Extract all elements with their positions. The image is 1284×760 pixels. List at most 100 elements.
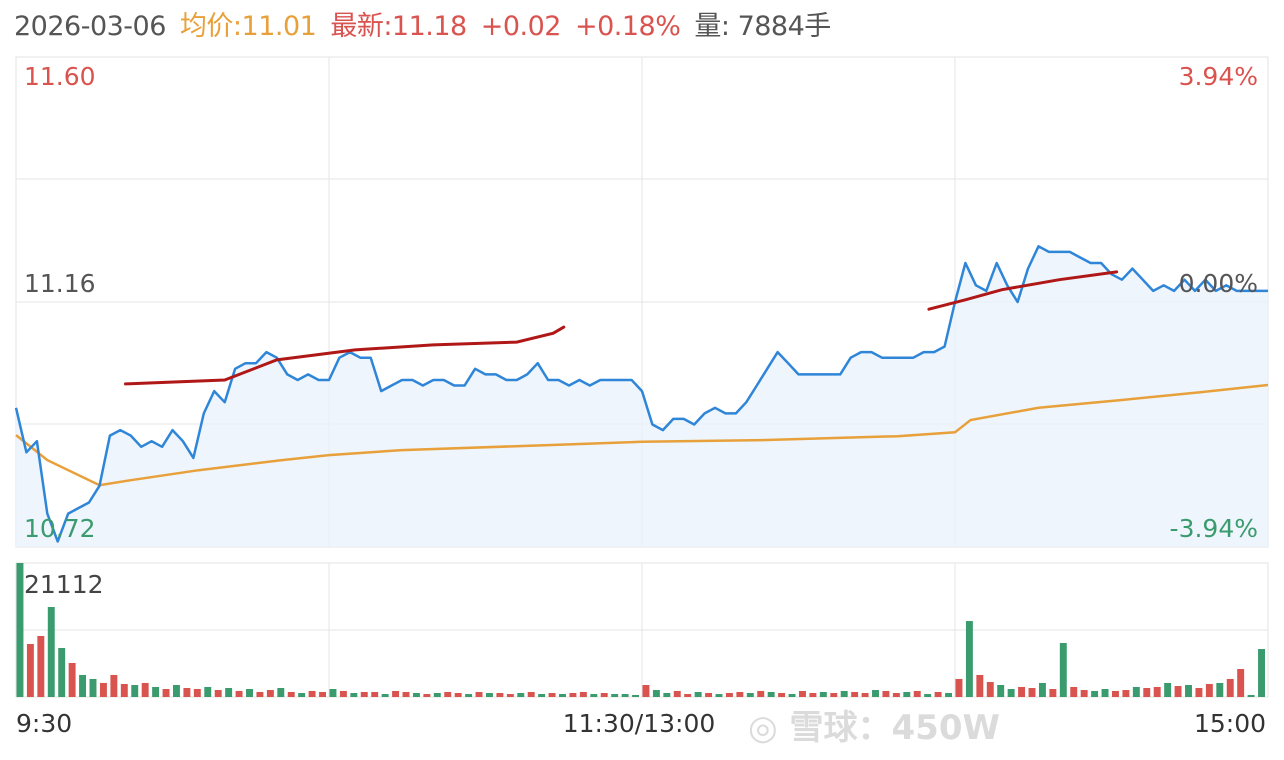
volume-bar xyxy=(965,621,973,697)
volume-bar xyxy=(256,691,264,697)
volume-bar xyxy=(110,674,118,697)
volume-bar xyxy=(329,689,337,697)
volume-bar xyxy=(246,689,253,697)
volume-bar xyxy=(214,690,222,697)
volume-bar xyxy=(1028,687,1036,697)
volume-bar xyxy=(339,690,347,697)
volume-bar xyxy=(579,691,587,697)
volume-bar xyxy=(559,694,566,697)
price-area-fill xyxy=(16,246,1268,548)
volume-bar xyxy=(548,693,556,697)
volume-bar xyxy=(392,690,400,697)
volume-bar xyxy=(851,691,859,697)
volume-bar xyxy=(757,690,765,697)
volume-bar xyxy=(538,694,546,697)
volume-bar xyxy=(1153,686,1161,697)
volume-bar xyxy=(590,694,598,697)
volume-bar xyxy=(997,685,1005,697)
volume-bar xyxy=(715,694,723,697)
volume-bar xyxy=(955,678,963,697)
volume-bar xyxy=(433,693,441,697)
change-pct-label: +0.18% xyxy=(574,11,681,42)
volume-bar xyxy=(1195,687,1203,697)
volume-bar xyxy=(872,690,879,697)
time-label-open: 9:30 xyxy=(16,709,72,738)
volume-bar xyxy=(861,693,869,697)
volume-bar xyxy=(830,693,838,697)
volume-bar xyxy=(924,694,932,697)
volume-bar xyxy=(809,693,817,697)
volume-bar xyxy=(47,606,55,697)
volume-bar xyxy=(684,694,692,697)
volume-bar xyxy=(642,685,650,697)
watermark-text: 雪球：450W xyxy=(789,708,1000,748)
volume-bar xyxy=(569,693,577,697)
volume-bar xyxy=(89,678,97,697)
volume-bar xyxy=(736,691,744,697)
volume-bar xyxy=(402,691,410,697)
volume-bar xyxy=(1049,689,1057,697)
volume-bar xyxy=(141,682,149,697)
volume-bar xyxy=(183,687,191,697)
volume-bar xyxy=(892,693,900,697)
volume-bar xyxy=(1185,685,1192,697)
volume-bar xyxy=(506,694,514,697)
volume-bar xyxy=(350,693,358,697)
watermark-logo: ◎ 雪球：450W xyxy=(748,708,1000,748)
volume-bar xyxy=(767,691,775,697)
volume-bar xyxy=(277,687,285,697)
volume-bar xyxy=(68,662,76,697)
date-label: 2026-03-06 xyxy=(14,11,166,42)
volume-bar xyxy=(319,691,326,697)
volume-bar xyxy=(934,691,942,697)
volume-bar xyxy=(986,682,994,697)
volume-bar xyxy=(788,694,796,697)
volume-bar xyxy=(266,690,274,697)
volume-bar xyxy=(1237,669,1245,697)
avg-price-line xyxy=(15,383,1269,487)
volume-bar xyxy=(79,674,87,697)
volume-bar xyxy=(1091,690,1099,697)
avg-price-label: 均价:11.01 xyxy=(179,11,317,42)
volume-bar xyxy=(652,690,660,697)
volume-bar xyxy=(1007,689,1015,697)
volume-bar xyxy=(235,690,243,697)
latest-price-label: 最新:11.18 xyxy=(330,11,467,42)
volume-bar xyxy=(621,694,629,697)
volume-bar xyxy=(120,683,128,697)
volume-bar xyxy=(371,691,379,697)
volume-bar xyxy=(26,644,34,697)
volume-bar xyxy=(799,690,806,697)
volume-bar xyxy=(475,691,483,697)
volume-bar xyxy=(600,693,608,697)
volume-bar xyxy=(725,693,733,697)
pct-tick-label: 0.00% xyxy=(1179,269,1258,298)
volume-bar xyxy=(193,689,201,697)
volume-bar xyxy=(1059,642,1067,697)
volume-bar xyxy=(360,691,368,697)
volume-bar xyxy=(778,693,786,697)
volume-bar xyxy=(444,691,452,697)
price-tick-label: 10.72 xyxy=(24,514,96,543)
annotation-line xyxy=(124,325,566,386)
volume-bar xyxy=(152,686,160,697)
volume-bar xyxy=(705,693,713,697)
volume-bar xyxy=(746,693,754,697)
volume-bar xyxy=(1122,690,1130,697)
volume-bar xyxy=(1216,682,1224,697)
volume-bar xyxy=(1174,686,1182,697)
volume-max-label: 21112 xyxy=(24,570,104,599)
volume-bar xyxy=(517,693,525,697)
volume-bar xyxy=(976,674,984,697)
time-label-midday: 11:30/13:00 xyxy=(563,709,716,738)
volume-bar xyxy=(903,691,911,697)
volume-bar xyxy=(882,690,890,697)
volume-bar xyxy=(225,687,233,697)
volume-bar xyxy=(1038,682,1046,697)
volume-bar xyxy=(527,691,535,697)
volume-bar xyxy=(694,691,702,697)
volume-bar xyxy=(1080,690,1088,697)
volume-bar xyxy=(16,563,24,697)
volume-bar xyxy=(1132,686,1140,697)
